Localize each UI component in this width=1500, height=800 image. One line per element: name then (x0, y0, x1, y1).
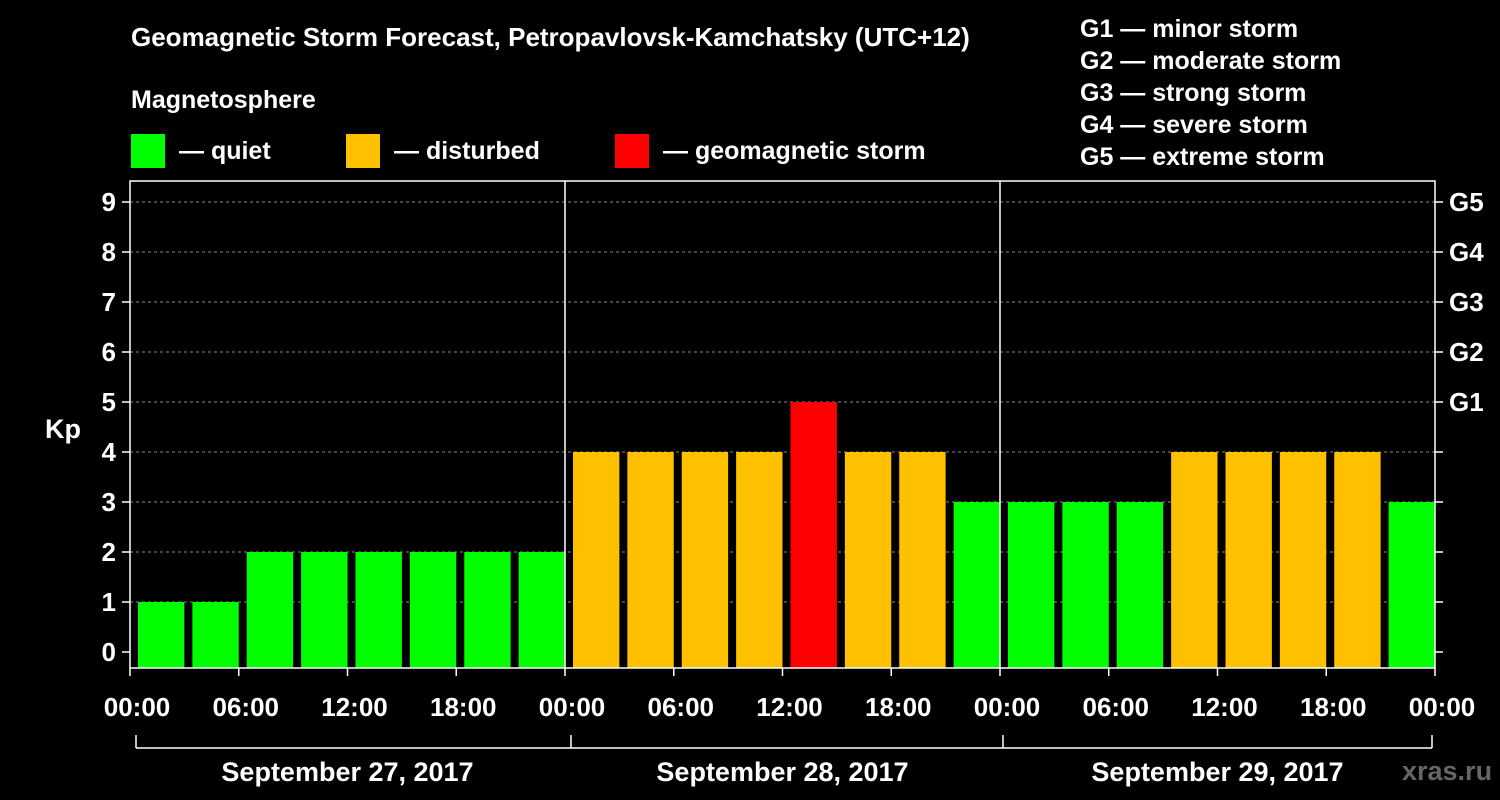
legend-label-disturbed: — disturbed (394, 136, 540, 165)
kp-bar (899, 452, 946, 668)
kp-bar (736, 452, 783, 668)
storm-level-g5: G5 — extreme storm (1080, 143, 1325, 171)
kp-bar (1279, 452, 1327, 668)
storm-level-g1: G1 — minor storm (1080, 15, 1299, 43)
legend-label-quiet: — quiet (179, 136, 271, 165)
x-tick-label: 00:00 (1409, 692, 1476, 722)
legend-item-quiet: — quiet (131, 134, 271, 168)
y-tick-label: 2 (102, 537, 116, 567)
legend-item-disturbed: — disturbed (346, 134, 540, 168)
day-label: September 29, 2017 (1091, 757, 1343, 787)
kp-bar (627, 452, 674, 668)
storm-scale-tick-label: G5 (1449, 187, 1484, 217)
legend-swatch-disturbed (346, 134, 380, 168)
y-tick-label: 6 (102, 337, 116, 367)
x-tick-label: 12:00 (756, 692, 823, 722)
kp-bar (1171, 452, 1218, 668)
x-tick-label: 12:00 (1191, 692, 1258, 722)
kp-bar (518, 552, 565, 668)
x-tick-label: 00:00 (539, 692, 606, 722)
chart-title: Geomagnetic Storm Forecast, Petropavlovs… (131, 22, 970, 52)
y-tick-label: 8 (102, 237, 116, 267)
x-tick-label: 18:00 (865, 692, 932, 722)
x-tick-label: 18:00 (430, 692, 497, 722)
legend-swatch-storm (615, 134, 649, 168)
storm-scale-tick-label: G3 (1449, 287, 1484, 317)
kp-bar (953, 502, 1000, 668)
kp-bar (192, 602, 239, 668)
x-tick-label: 06:00 (648, 692, 715, 722)
storm-scale-tick-label: G2 (1449, 337, 1484, 367)
legend-label-storm: — geomagnetic storm (663, 136, 926, 165)
x-tick-label: 12:00 (321, 692, 388, 722)
chart-subtitle: Magnetosphere (131, 86, 316, 114)
legend-item-storm: — geomagnetic storm (615, 134, 926, 168)
kp-bar (681, 452, 729, 668)
day-label: September 28, 2017 (656, 757, 908, 787)
kp-bar (790, 402, 837, 668)
kp-bar (1225, 452, 1272, 668)
x-tick-label: 00:00 (104, 692, 171, 722)
y-tick-label: 7 (102, 287, 116, 317)
storm-scale-list: G1 — minor storm G2 — moderate storm G3 … (1080, 13, 1341, 173)
x-tick-label: 06:00 (213, 692, 280, 722)
y-tick-label: 5 (102, 387, 116, 417)
x-tick-label: 18:00 (1300, 692, 1367, 722)
x-tick-label: 06:00 (1083, 692, 1150, 722)
storm-scale-tick-label: G1 (1449, 387, 1484, 417)
kp-bar (464, 552, 511, 668)
kp-bar (301, 552, 348, 668)
kp-bar (409, 552, 457, 668)
watermark: xras.ru (1402, 756, 1493, 786)
storm-level-g3: G3 — strong storm (1080, 79, 1307, 107)
storm-level-g2: G2 — moderate storm (1080, 47, 1342, 75)
y-tick-label: 0 (102, 637, 116, 667)
kp-bar (1116, 502, 1164, 668)
x-tick-label: 00:00 (974, 692, 1041, 722)
kp-bar (1334, 452, 1381, 668)
kp-bar (1008, 502, 1055, 668)
kp-bar (246, 552, 294, 668)
storm-scale-tick-label: G4 (1449, 237, 1484, 267)
day-label: September 27, 2017 (221, 757, 473, 787)
legend-swatch-quiet (131, 134, 165, 168)
kp-bar (138, 602, 185, 668)
kp-bar (844, 452, 892, 668)
y-tick-label: 4 (102, 437, 117, 467)
kp-bar (1388, 502, 1435, 668)
y-axis-label: Kp (45, 414, 81, 444)
y-tick-label: 3 (102, 487, 116, 517)
kp-bar (355, 552, 402, 668)
storm-level-g4: G4 — severe storm (1080, 111, 1308, 139)
kp-bar (573, 452, 620, 668)
y-tick-label: 9 (102, 187, 116, 217)
y-tick-label: 1 (102, 587, 116, 617)
kp-bar (1062, 502, 1109, 668)
